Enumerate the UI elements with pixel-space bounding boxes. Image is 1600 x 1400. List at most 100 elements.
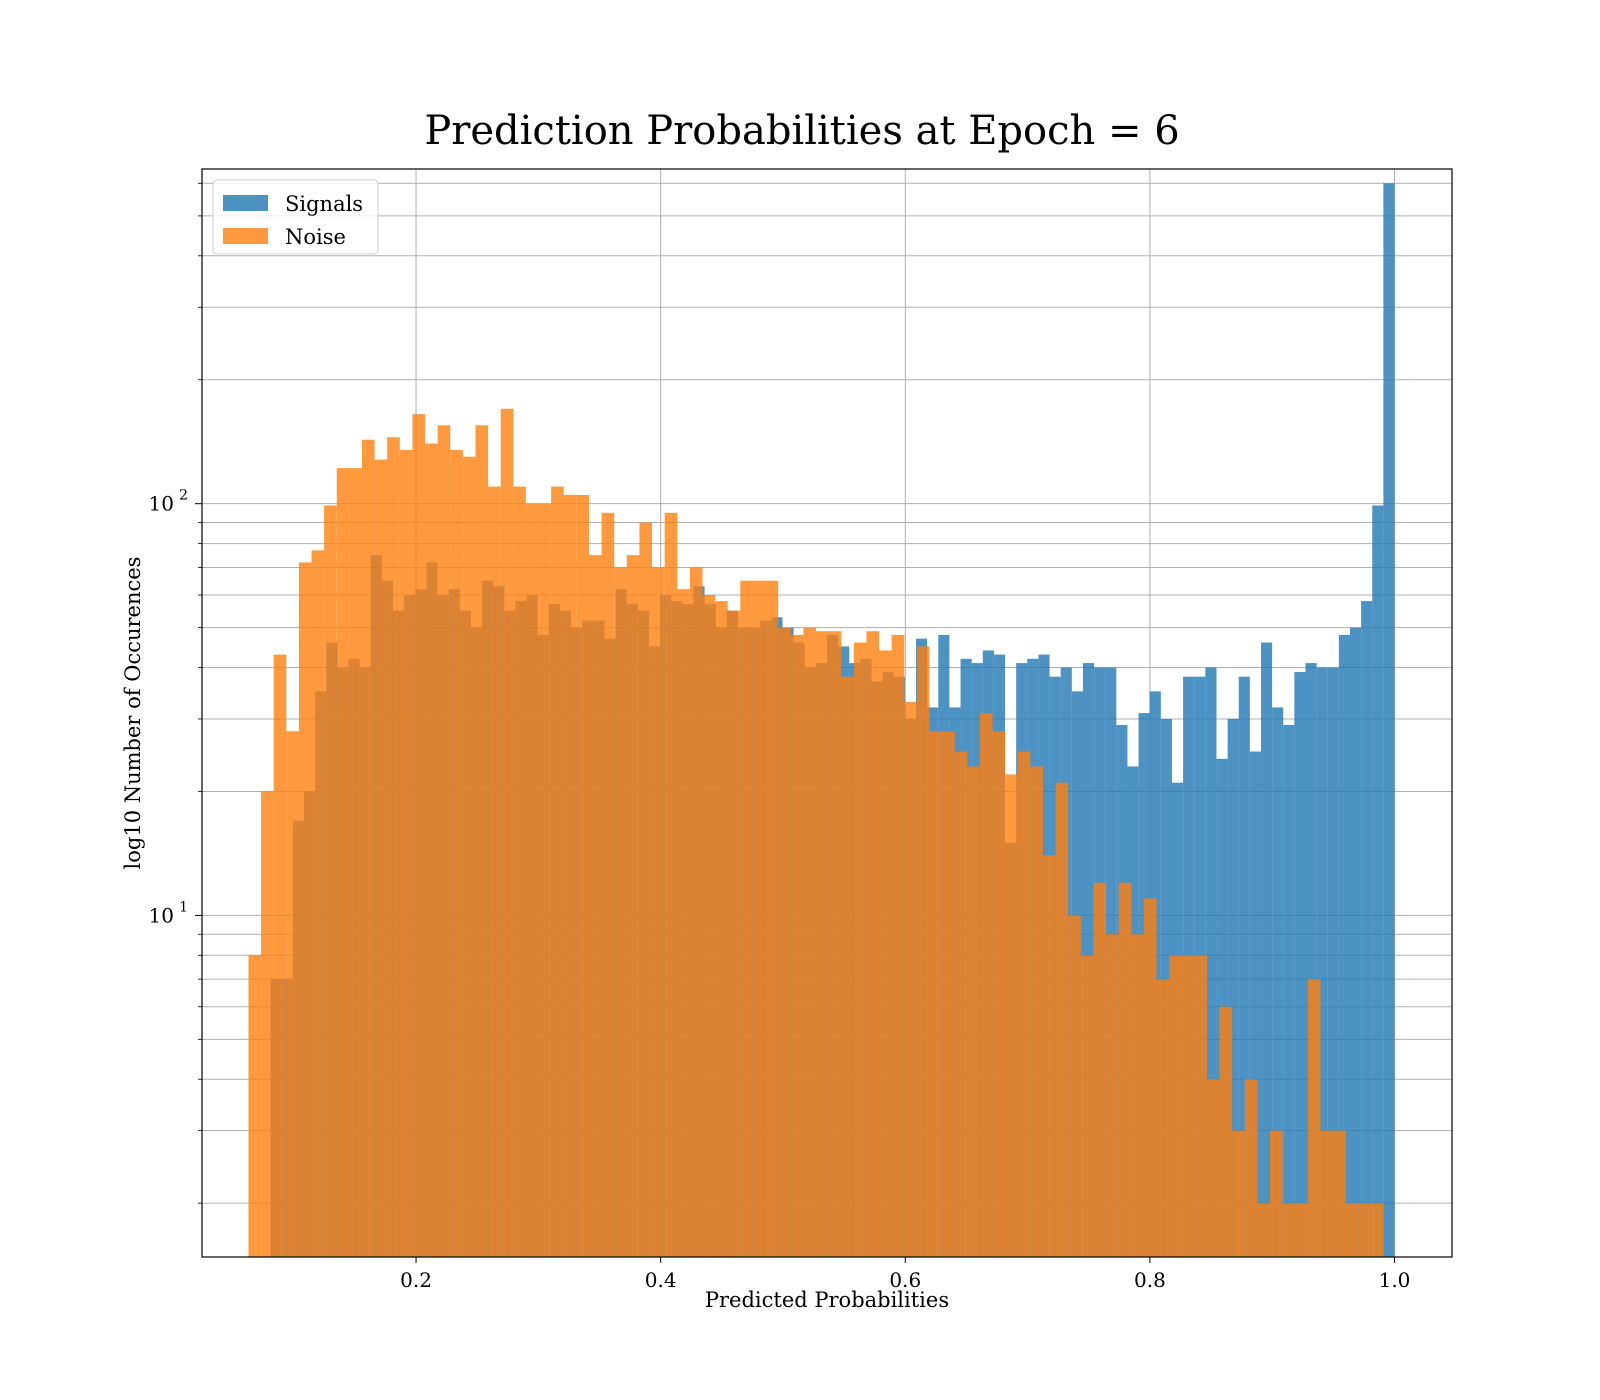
y-tick-label: 10 [149,492,174,516]
signals-bar [1350,627,1362,1257]
noise-bar [790,634,804,1257]
noise-bar [1156,979,1170,1257]
axis-ticks: 0.2 0.4 0.6 0.8 1.0 10 1 10 2 [149,182,1411,1292]
noise-bar [1194,955,1207,1257]
noise-bar [828,631,842,1257]
signals-bar [1283,725,1295,1257]
signals-bar [1238,676,1250,1257]
noise-bar [652,567,665,1257]
noise-bar [399,450,413,1257]
signals-bar [1305,663,1317,1257]
noise-bar [853,642,867,1257]
signals-legend-swatch [223,195,268,211]
noise-bar [298,562,312,1257]
noise-bar [1093,882,1107,1257]
noise-bar [412,414,426,1258]
noise-bar [1244,1079,1258,1257]
noise-bar [1131,934,1144,1257]
noise-bar [1017,751,1031,1257]
noise-bar [336,468,350,1257]
noise-bar [614,567,627,1257]
legend: Signals Noise [212,179,379,255]
signals-bar [1249,751,1261,1257]
signals-bar [1361,601,1373,1257]
noise-bar [1307,979,1321,1257]
noise-bar [778,627,791,1257]
noise-bar [273,654,287,1257]
noise-bar [1181,955,1195,1257]
noise-bar [248,955,262,1257]
noise-bar [677,589,690,1257]
noise-bar [563,494,577,1258]
noise-bar [866,631,880,1257]
x-tick-label: 0.6 [889,1268,921,1292]
noise-bar [702,595,716,1257]
noise-bar [942,731,955,1257]
noise-bar [475,425,489,1257]
noise-bar [815,631,829,1257]
noise-bar [1068,915,1081,1257]
signals-bar [1205,667,1217,1257]
noise-bar [1370,1203,1384,1257]
noise-bar [891,634,905,1257]
noise-bar [1005,774,1018,1257]
signals-bar [1383,183,1395,1258]
noise-bar [525,503,539,1257]
noise-bar [1055,782,1069,1257]
y-tick-label: 10 [149,903,174,927]
noise-bar [1257,1203,1271,1257]
noise-bar [1042,855,1056,1257]
noise-bar [626,555,640,1257]
noise-bar [286,731,299,1257]
noise-bar [311,550,325,1257]
noise-bar [1345,1203,1359,1257]
plot-frame [201,168,1453,1258]
noise-bar [500,408,514,1258]
signals-bar [1327,667,1339,1257]
noise-bar [1320,1130,1334,1257]
noise-bar [752,580,766,1257]
y-tick-exponent: 2 [179,488,188,504]
noise-bar [1295,1203,1308,1257]
noise-bar [576,494,589,1258]
noise-bar [841,676,854,1257]
x-tick-label: 1.0 [1379,1268,1411,1292]
signals-bar [1272,707,1284,1257]
noise-bar [488,486,501,1257]
noise-bar [929,731,943,1257]
noise-bar [904,701,917,1257]
noise-bar [979,713,993,1257]
noise-bar [349,468,362,1257]
noise-bar [1143,898,1157,1257]
noise-bar [1219,1006,1233,1257]
noise-bar [1169,955,1182,1257]
noise-bar [1118,882,1132,1257]
x-tick-label: 0.2 [400,1268,432,1292]
noise-bar [664,512,678,1257]
signals-bar [1338,634,1351,1257]
histogram-bars [248,183,1395,1258]
noise-bar [1206,1079,1220,1257]
y-axis-label: log10 Number of Occurences [121,557,145,870]
noise-bar [437,425,451,1257]
noise-bar [1282,1203,1296,1257]
noise-bar [765,580,779,1257]
noise-bar [1358,1203,1371,1257]
noise-bar [954,751,968,1257]
noise-bar [916,646,930,1257]
noise-bar [538,503,552,1257]
noise-bar [1106,934,1119,1257]
signals-bar [1372,505,1384,1257]
noise-bar [588,555,602,1257]
noise-bar [715,601,728,1257]
noise-bar [803,627,816,1257]
noise-bar [462,456,476,1257]
noise-bar [689,567,703,1257]
noise-bar [727,610,741,1257]
noise-bar [1333,1130,1346,1257]
noise-bar [1080,955,1094,1257]
noise-legend-swatch [223,228,268,244]
noise-bar [361,439,375,1258]
noise-bar [992,731,1006,1257]
